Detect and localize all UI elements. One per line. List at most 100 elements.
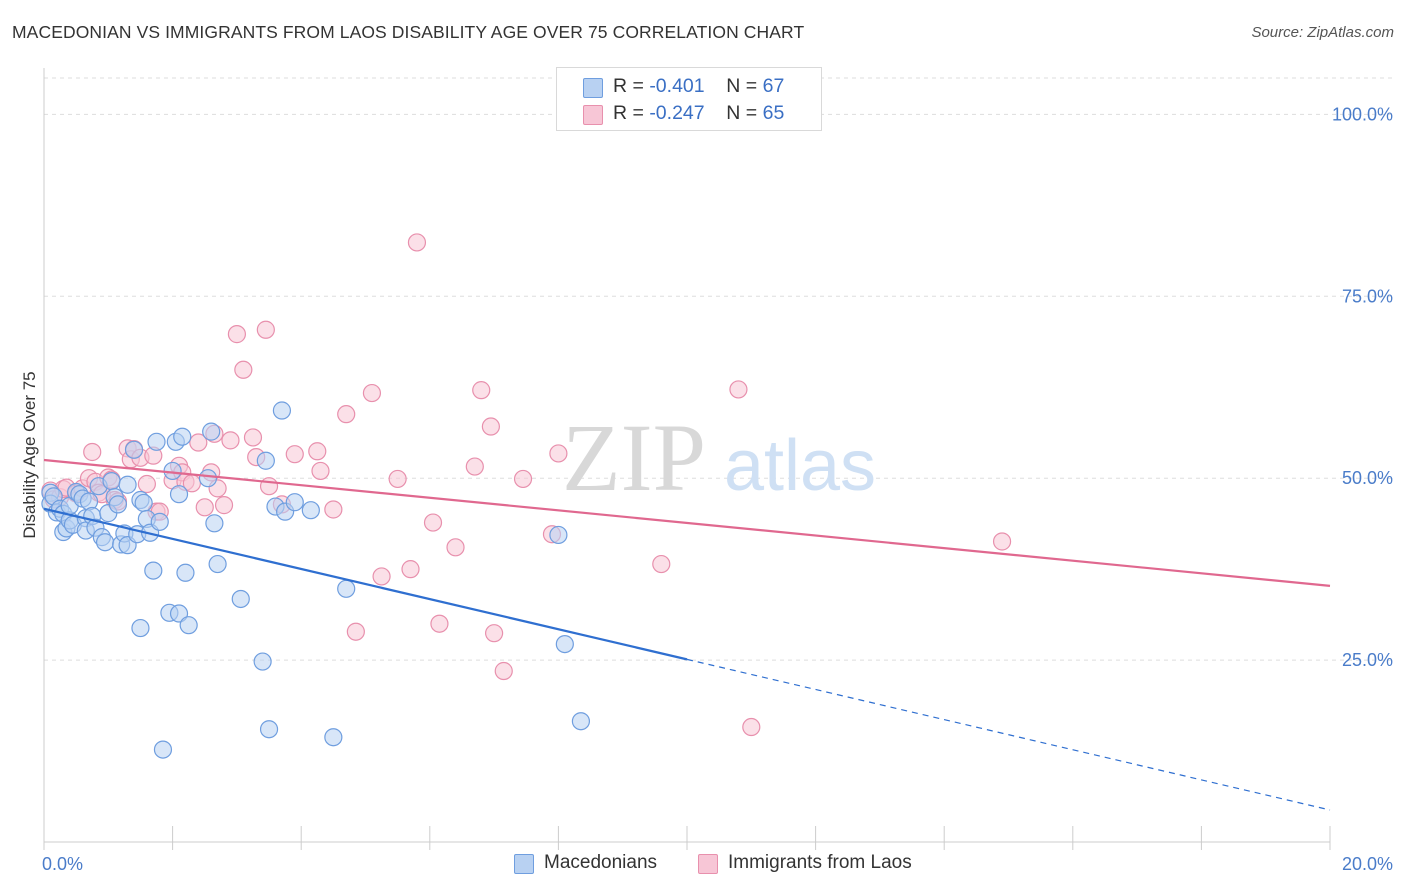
legend-r-value: -0.401 (649, 75, 705, 97)
legend-swatch-pink (583, 105, 603, 125)
data-point (423, 513, 443, 532)
data-point (272, 401, 292, 420)
data-point (346, 622, 365, 641)
legend-n-label: N = (726, 102, 758, 124)
data-point (231, 589, 250, 609)
data-point (118, 475, 137, 494)
data-point (102, 472, 121, 491)
data-point (144, 561, 163, 580)
data-point (513, 469, 533, 489)
data-point (301, 501, 320, 520)
data-point (256, 320, 275, 339)
data-point (243, 428, 263, 447)
data-point (124, 440, 144, 459)
x-tick-label: 20.0% (1342, 854, 1393, 874)
data-point (169, 604, 189, 623)
chart-title: MACEDONIAN VS IMMIGRANTS FROM LAOS DISAB… (12, 22, 805, 42)
data-point (324, 728, 343, 747)
data-point (253, 652, 272, 671)
data-point (214, 496, 234, 515)
data-point (234, 360, 253, 379)
data-point (401, 560, 420, 579)
y-tick-label: 100.0% (1332, 104, 1393, 124)
data-point (337, 579, 356, 598)
data-point (372, 567, 391, 586)
data-point (549, 444, 568, 463)
bottom-legend-swatch-blue (514, 854, 534, 874)
data-point (176, 563, 195, 582)
data-point (150, 512, 169, 531)
data-point (95, 533, 115, 552)
tick-labels: 25.0% 50.0% 75.0% 100.0% 0.0% 20.0% (42, 104, 1393, 874)
watermark-zip: ZIP (562, 404, 706, 511)
axes (43, 68, 1331, 850)
data-point (83, 442, 102, 462)
trendline-macedonians-extension (686, 658, 1331, 811)
legend-n-value: 65 (762, 102, 785, 124)
data-point (221, 431, 240, 450)
data-point (742, 717, 761, 737)
data-point (992, 532, 1012, 551)
legend-n-label: N = (726, 75, 758, 97)
data-point (259, 720, 279, 739)
y-tick-label: 50.0% (1342, 468, 1393, 488)
data-point (169, 485, 189, 504)
data-point (256, 451, 275, 470)
x-tick-label: 0.0% (42, 854, 83, 874)
data-point (285, 493, 304, 512)
data-point (571, 712, 591, 731)
data-point (147, 432, 166, 451)
source-label: Source: ZipAtlas.com (1251, 24, 1394, 41)
data-point (308, 442, 327, 461)
trend-lines (43, 458, 1331, 811)
data-point (285, 445, 304, 464)
data-point (134, 493, 153, 513)
data-point (337, 405, 356, 424)
legend-r-value: -0.247 (649, 102, 705, 124)
bottom-legend-label: Macedonians (544, 852, 658, 873)
data-point (549, 525, 568, 545)
bottom-legend-swatch-pink (698, 854, 718, 874)
data-point (729, 380, 748, 399)
data-point (179, 616, 198, 635)
bottom-legend-label: Immigrants from Laos (728, 852, 912, 873)
trendline-macedonians (43, 507, 688, 661)
data-point (173, 427, 192, 446)
correlation-legend: R = -0.401 N = 67 R = -0.247 N = 65 (556, 67, 822, 131)
data-point (311, 461, 330, 481)
y-tick-label: 25.0% (1342, 650, 1393, 670)
y-tick-label: 75.0% (1342, 286, 1393, 306)
data-point (388, 469, 407, 489)
data-point (555, 634, 574, 654)
data-point (189, 433, 208, 452)
data-point (652, 554, 671, 574)
data-point (324, 500, 343, 519)
data-point (407, 233, 427, 252)
data-point (108, 495, 128, 514)
trendline-laos (43, 458, 1331, 587)
legend-swatch-blue (583, 78, 603, 98)
legend-r-label: R = (613, 102, 644, 124)
data-point (494, 661, 513, 681)
data-point (208, 554, 227, 574)
data-point (227, 325, 246, 344)
data-point (481, 417, 500, 436)
data-point (430, 614, 449, 633)
data-point (205, 514, 224, 533)
watermark: ZIP atlas (562, 404, 876, 511)
legend-n-value: 67 (762, 75, 785, 97)
data-point (198, 469, 218, 488)
data-point (137, 474, 156, 494)
data-point (202, 422, 221, 441)
data-point (465, 457, 484, 476)
data-point (131, 618, 150, 638)
data-point (259, 477, 279, 496)
data-point (195, 498, 214, 517)
data-point (485, 624, 504, 643)
data-point (362, 383, 382, 403)
data-point (446, 538, 465, 557)
legend-r-label: R = (613, 75, 644, 97)
watermark-atlas: atlas (724, 426, 876, 506)
data-point (153, 740, 173, 759)
